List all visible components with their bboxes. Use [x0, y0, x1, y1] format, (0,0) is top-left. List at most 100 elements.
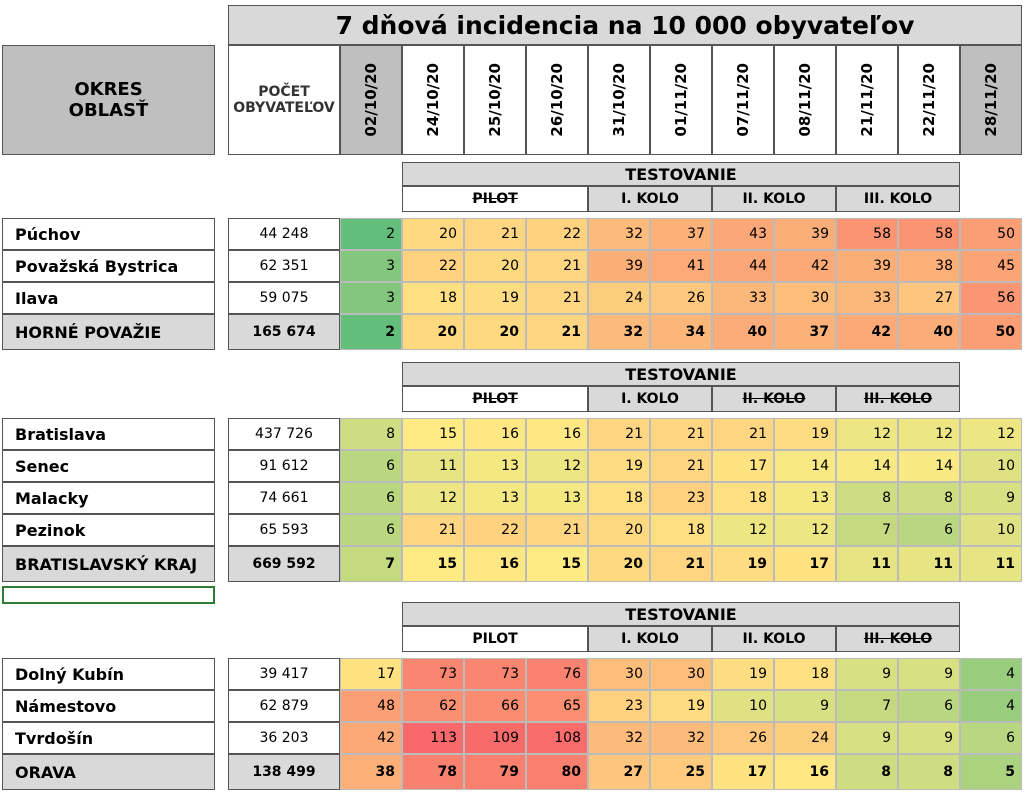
- incidence-value: 20: [588, 546, 650, 582]
- incidence-value: 16: [464, 546, 526, 582]
- incidence-value: 18: [650, 514, 712, 546]
- incidence-value: 109: [464, 722, 526, 754]
- region-name: HORNÉ POVAŽIE: [2, 314, 215, 350]
- incidence-value: 10: [960, 450, 1022, 482]
- incidence-value: 43: [712, 218, 774, 250]
- incidence-value: 33: [836, 282, 898, 314]
- incidence-value: 19: [464, 282, 526, 314]
- population: 138 499: [228, 754, 340, 790]
- incidence-value: 24: [774, 722, 836, 754]
- date-label: 22/11/20: [920, 63, 938, 137]
- incidence-value: 39: [588, 250, 650, 282]
- testing-phase: I. KOLO: [588, 626, 712, 652]
- incidence-value: 62: [402, 690, 464, 722]
- incidence-value: 16: [774, 754, 836, 790]
- incidence-value: 20: [464, 314, 526, 350]
- incidence-value: 21: [588, 418, 650, 450]
- population: 669 592: [228, 546, 340, 582]
- incidence-value: 11: [898, 546, 960, 582]
- date-label: 31/10/20: [610, 63, 628, 137]
- header-line: OBYVATEĽOV: [233, 100, 335, 116]
- incidence-value: 5: [960, 754, 1022, 790]
- incidence-value: 21: [650, 450, 712, 482]
- incidence-value: 8: [898, 482, 960, 514]
- incidence-value: 12: [402, 482, 464, 514]
- incidence-value: 21: [712, 418, 774, 450]
- incidence-value: 9: [960, 482, 1022, 514]
- incidence-value: 12: [774, 514, 836, 546]
- testing-phase: III. KOLO: [836, 186, 960, 212]
- date-label: 07/11/20: [734, 63, 752, 137]
- cell-selection[interactable]: [2, 586, 215, 604]
- incidence-value: 37: [650, 218, 712, 250]
- incidence-value: 56: [960, 282, 1022, 314]
- region-name: Považská Bystrica: [2, 250, 215, 282]
- incidence-value: 25: [650, 754, 712, 790]
- testing-phase: II. KOLO: [712, 626, 836, 652]
- incidence-value: 2: [340, 218, 402, 250]
- incidence-value: 20: [464, 250, 526, 282]
- incidence-value: 19: [774, 418, 836, 450]
- incidence-value: 10: [960, 514, 1022, 546]
- region-name: Tvrdošín: [2, 722, 215, 754]
- incidence-value: 39: [774, 218, 836, 250]
- testing-phase: II. KOLO: [712, 186, 836, 212]
- incidence-value: 11: [960, 546, 1022, 582]
- region-name: Malacky: [2, 482, 215, 514]
- testing-phase: I. KOLO: [588, 386, 712, 412]
- incidence-value: 13: [464, 482, 526, 514]
- incidence-value: 23: [588, 690, 650, 722]
- date-label: 25/10/20: [486, 63, 504, 137]
- date-header: 07/11/20: [712, 45, 774, 155]
- population: 62 351: [228, 250, 340, 282]
- incidence-value: 4: [960, 690, 1022, 722]
- incidence-value: 17: [712, 754, 774, 790]
- incidence-value: 26: [712, 722, 774, 754]
- incidence-value: 20: [588, 514, 650, 546]
- region-name: Senec: [2, 450, 215, 482]
- incidence-value: 12: [836, 418, 898, 450]
- incidence-value: 44: [712, 250, 774, 282]
- incidence-value: 10: [712, 690, 774, 722]
- incidence-value: 21: [526, 250, 588, 282]
- incidence-value: 13: [464, 450, 526, 482]
- testing-phase: PILOT: [402, 186, 588, 212]
- incidence-value: 17: [340, 658, 402, 690]
- incidence-value: 37: [774, 314, 836, 350]
- date-header: 22/11/20: [898, 45, 960, 155]
- testing-phase: I. KOLO: [588, 186, 712, 212]
- date-header: 25/10/20: [464, 45, 526, 155]
- population: 91 612: [228, 450, 340, 482]
- testing-title: TESTOVANIE: [402, 362, 960, 386]
- region-header: OKRES OBLASŤ: [2, 45, 215, 155]
- region-name: Dolný Kubín: [2, 658, 215, 690]
- incidence-value: 33: [712, 282, 774, 314]
- incidence-value: 6: [960, 722, 1022, 754]
- incidence-value: 27: [898, 282, 960, 314]
- incidence-value: 113: [402, 722, 464, 754]
- incidence-value: 13: [526, 482, 588, 514]
- incidence-value: 15: [526, 546, 588, 582]
- incidence-value: 30: [588, 658, 650, 690]
- date-header: 02/10/20: [340, 45, 402, 155]
- incidence-value: 14: [836, 450, 898, 482]
- incidence-value: 15: [402, 418, 464, 450]
- incidence-value: 9: [836, 658, 898, 690]
- incidence-value: 19: [712, 658, 774, 690]
- incidence-value: 16: [464, 418, 526, 450]
- date-header: 31/10/20: [588, 45, 650, 155]
- incidence-value: 9: [898, 722, 960, 754]
- testing-phase: III. KOLO: [836, 626, 960, 652]
- region-name: Pezinok: [2, 514, 215, 546]
- incidence-value: 21: [650, 546, 712, 582]
- incidence-value: 9: [836, 722, 898, 754]
- incidence-value: 6: [340, 514, 402, 546]
- date-header: 08/11/20: [774, 45, 836, 155]
- incidence-value: 11: [402, 450, 464, 482]
- date-label: 28/11/20: [982, 63, 1000, 137]
- incidence-value: 40: [898, 314, 960, 350]
- incidence-value: 79: [464, 754, 526, 790]
- population: 165 674: [228, 314, 340, 350]
- date-header: 01/11/20: [650, 45, 712, 155]
- incidence-value: 65: [526, 690, 588, 722]
